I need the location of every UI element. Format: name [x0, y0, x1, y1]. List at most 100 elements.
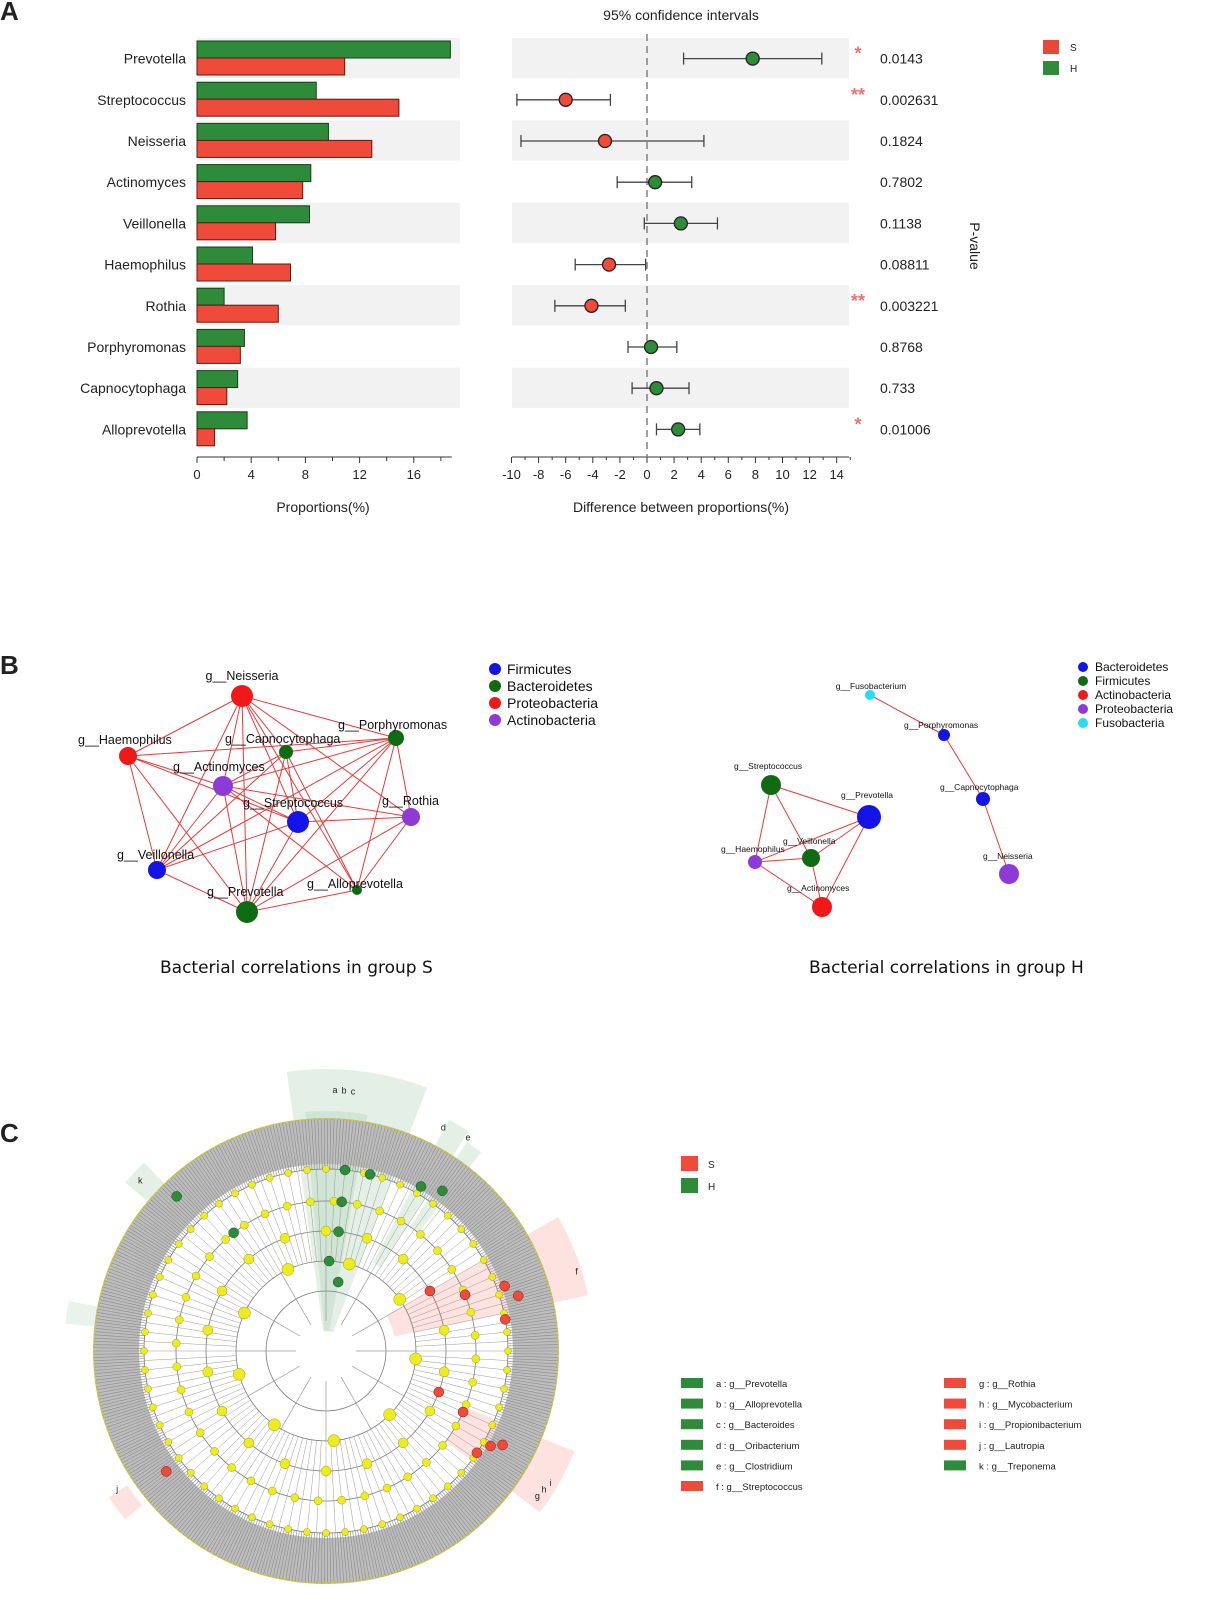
category-label: Alloprevotella — [102, 421, 186, 437]
tree-leaf-branch — [354, 1121, 364, 1172]
ci-point-Streptococcus — [558, 92, 573, 107]
tree-leaf-branch — [488, 1247, 534, 1271]
tree-leaf-branch — [244, 1521, 263, 1569]
bar-H-Porphyromonas — [196, 328, 245, 347]
tree-inner-branch — [351, 1365, 405, 1397]
taxa-legend-label: k : g__Treponema — [979, 1461, 1056, 1472]
tree-leaf-branch — [229, 1139, 252, 1186]
network-s-edge — [246, 889, 358, 913]
tree-leaf-branch — [102, 1400, 152, 1416]
tree-leaf-branch — [129, 1227, 172, 1255]
significance-star: ** — [851, 291, 865, 311]
tree-leaf-branch — [140, 1459, 181, 1491]
tree-leaf-branch — [398, 1138, 420, 1185]
tree-branch — [204, 1215, 266, 1285]
network-h-node-g__Porphyromonas — [938, 729, 950, 741]
tree-leaf-branch — [505, 1315, 556, 1324]
network-s-edge — [246, 737, 397, 913]
tree-leaf-branch — [119, 1244, 165, 1269]
tree-leaf-branch — [505, 1381, 555, 1390]
tree-leaf-branch — [374, 1127, 389, 1176]
tree-leaf-branch — [103, 1283, 152, 1299]
tree-leaf-branch — [474, 1217, 516, 1247]
tree-leaf-branch — [95, 1370, 146, 1378]
significance-star: * — [854, 44, 861, 64]
cladogram-legend-label: H — [708, 1182, 715, 1193]
tree-leaf-branch — [471, 1211, 512, 1243]
tree-leaf-branch — [104, 1280, 153, 1297]
tree-inner-branch — [351, 1305, 405, 1337]
tree-branch — [184, 1407, 257, 1466]
tree-branch — [370, 1428, 418, 1509]
tree-leaf-branch — [138, 1214, 179, 1245]
tree-leaf-branch — [257, 1129, 273, 1178]
network-s-edge — [241, 695, 412, 818]
tree-leaf-branch — [486, 1436, 531, 1461]
tree-leaf-branch — [329, 1119, 332, 1170]
tree-leaf-branch — [314, 1532, 318, 1583]
tree-node — [281, 1263, 295, 1276]
tree-leaf-branch — [188, 1497, 219, 1538]
tree-leaf-branch — [410, 1512, 434, 1557]
tree-node — [144, 1309, 152, 1317]
tree-leaf-branch — [94, 1347, 145, 1349]
network-s-edge — [297, 816, 412, 823]
tree-leaf-branch — [275, 1528, 288, 1578]
tree-leaf-branch — [269, 1125, 283, 1175]
tree-node — [500, 1385, 508, 1393]
tree-leaf-branch — [185, 1495, 217, 1536]
network-s-node-g__Rothia — [402, 808, 420, 826]
tree-branch — [297, 1171, 313, 1263]
network-s-node-label: g__Veillonella — [117, 848, 194, 862]
p-value: 0.0143 — [880, 51, 923, 67]
legend-swatch-S — [1043, 40, 1059, 54]
tree-leaf-branch — [456, 1189, 494, 1225]
tree-leaf-branch — [148, 1201, 187, 1235]
tree-leaf-branch — [407, 1143, 431, 1189]
tree-leaf-branch — [367, 1125, 380, 1174]
network-h-node-label: g__Fusobacterium — [836, 681, 906, 691]
bar-tick-label: 16 — [407, 467, 421, 482]
tree-branch — [401, 1251, 479, 1303]
tree-branch — [389, 1414, 455, 1480]
tree-leaf-branch — [470, 1209, 510, 1241]
network-h-node-label: g__Haemophilus — [721, 844, 785, 854]
tree-branch — [159, 1276, 244, 1315]
tree-branch — [218, 1203, 274, 1279]
tree-node — [176, 1385, 186, 1395]
network-h-edge — [821, 816, 870, 908]
tree-leaf-branch — [447, 1178, 482, 1216]
clade-highlight-inner — [305, 1111, 368, 1332]
tree-branch — [409, 1383, 497, 1417]
clade-node-H — [339, 1164, 351, 1176]
network-s-edge — [127, 695, 243, 757]
tree-leaf-branch — [506, 1376, 556, 1384]
tree-leaf-branch — [291, 1121, 300, 1171]
tree-leaf-branch — [347, 1120, 354, 1171]
tree-node — [422, 1458, 431, 1467]
tree-leaf-branch — [124, 1440, 168, 1466]
ci-tick-label: 4 — [698, 467, 705, 482]
clade-highlight-j — [108, 1485, 143, 1520]
tree-branch — [412, 1374, 502, 1399]
tree-leaf-branch — [254, 1523, 271, 1572]
cladogram-legend-swatch-H — [681, 1178, 698, 1193]
tree-branch — [234, 1428, 282, 1509]
tree-leaf-branch — [209, 1149, 236, 1194]
tree-branch — [403, 1395, 484, 1443]
tree-branch — [362, 1184, 401, 1269]
tree-leaf-branch — [466, 1204, 506, 1237]
tree-leaf-branch — [97, 1312, 147, 1321]
tree-leaf-branch — [254, 1130, 271, 1179]
tree-leaf-branch — [433, 1497, 464, 1538]
tree-leaf-branch — [379, 1524, 395, 1573]
tree-leaf-branch — [94, 1358, 145, 1362]
tree-leaf-branch — [344, 1120, 351, 1171]
tree-branch — [382, 1209, 441, 1282]
tree-leaf-branch — [314, 1119, 318, 1170]
tree-leaf-branch — [138, 1457, 179, 1488]
tree-leaf-branch — [339, 1532, 345, 1583]
bar-S-Actinomyces — [196, 181, 304, 200]
tree-leaf-branch — [279, 1123, 290, 1173]
tree-leaf-branch — [260, 1525, 275, 1574]
